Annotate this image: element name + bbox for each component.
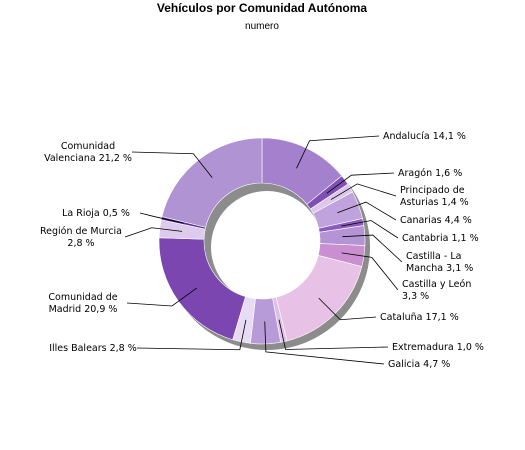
leader-line-11 — [136, 319, 247, 351]
slice-label-7: Castilla y León 3,3 % — [402, 279, 471, 302]
leader-line-5 — [341, 220, 399, 239]
slice-label-line: Galicia 4,7 % — [388, 359, 450, 370]
slice-label-3: Principado de Asturias 1,4 % — [400, 185, 469, 208]
leader-line-10 — [264, 321, 385, 365]
slice-label-1: Andalucía 14,1 % — [383, 131, 466, 142]
pie-slice-15 — [161, 137, 263, 228]
slice-label-line: Valenciana 21,2 % — [44, 153, 132, 164]
leader-line-4 — [337, 201, 397, 221]
leader-line-6 — [342, 234, 403, 263]
leader-line-8 — [318, 297, 377, 321]
slice-label-line: Cataluña 17,1 % — [380, 312, 459, 323]
slice-label-line: Región de Murcia — [40, 226, 122, 237]
slice-label-line: Asturias 1,4 % — [400, 197, 469, 208]
slice-label-line: Cantabria 1,1 % — [402, 233, 479, 244]
slice-label-line: Extremadura 1,0 % — [392, 342, 484, 353]
slice-label-line: Comunidad de — [48, 292, 117, 303]
slice-label-4: Canarias 4,4 % — [400, 215, 472, 226]
leader-line-14 — [139, 212, 184, 224]
slice-label-2: Aragón 1,6 % — [398, 168, 462, 179]
chart-title: Vehículos por Comunidad Autónoma — [157, 1, 368, 15]
leader-line-15 — [131, 151, 213, 178]
slice-label-8: Cataluña 17,1 % — [380, 312, 459, 323]
slice-label-line: Castilla y León — [402, 279, 471, 290]
leader-line-13 — [124, 227, 183, 238]
leader-line-2 — [326, 172, 395, 194]
slice-label-line: Mancha 3,1 % — [406, 263, 473, 274]
slice-label-14: La Rioja 0,5 % — [62, 208, 130, 219]
slice-label-15: Comunidad Valenciana 21,2 % — [44, 141, 132, 164]
slice-label-12: Comunidad de Madrid 20,9 % — [48, 292, 117, 315]
slice-label-5: Cantabria 1,1 % — [402, 233, 479, 244]
leader-line-1 — [296, 135, 380, 169]
pie-slice-12 — [158, 237, 246, 341]
leader-line-12 — [126, 287, 197, 307]
slice-label-line: Illes Balears 2,8 % — [49, 343, 137, 354]
slice-label-11: Illes Balears 2,8 % — [49, 343, 137, 354]
slice-label-line: La Rioja 0,5 % — [62, 208, 130, 219]
slice-label-13: Región de Murcia 2,8 % — [40, 226, 122, 249]
slice-label-line: Aragón 1,6 % — [398, 168, 462, 179]
slice-label-line: Madrid 20,9 % — [49, 304, 118, 315]
slice-label-9: Extremadura 1,0 % — [392, 342, 484, 353]
chart-subtitle: numero — [245, 21, 279, 32]
slice-label-line: 3,3 % — [402, 291, 429, 302]
labels-layer: Andalucía 14,1 % Aragón 1,6 % Principado d… — [40, 131, 484, 370]
slice-label-line: Principado de — [400, 185, 465, 196]
slice-label-line: 2,8 % — [67, 238, 94, 249]
leader-line-3 — [330, 183, 397, 200]
slice-label-line: Comunidad — [61, 141, 115, 152]
leader-line-9 — [278, 319, 389, 350]
leader-line-7 — [341, 252, 399, 291]
slice-label-10: Galicia 4,7 % — [388, 359, 450, 370]
slice-label-line: Canarias 4,4 % — [400, 215, 472, 226]
slice-label-line: Andalucía 14,1 % — [383, 131, 466, 142]
slice-label-line: Castilla - La — [406, 251, 461, 262]
slice-label-6: Castilla - La Mancha 3,1 % — [406, 251, 473, 274]
